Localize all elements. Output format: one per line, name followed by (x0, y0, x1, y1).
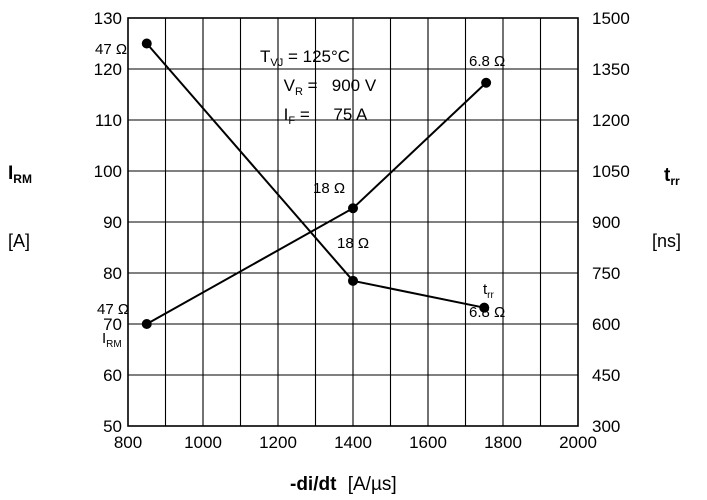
x-axis-label: -di/dt [A/µs] (290, 474, 397, 495)
left-tick-label: 110 (95, 111, 122, 130)
left-tick-label: 130 (94, 9, 122, 28)
x-tick-label: 1000 (184, 433, 222, 452)
irm-data-point (348, 203, 358, 214)
x-tick-labels: 800 1000 1200 1400 1600 1800 2000 (114, 433, 597, 452)
trr-data-point (141, 38, 152, 49)
x-tick-label: 2000 (559, 433, 597, 452)
right-axis-label: trr (664, 165, 680, 188)
condition-tvj: TVJ = 125°C (260, 47, 350, 69)
irm-series-tag: IRM (102, 330, 122, 350)
right-tick-label: 450 (592, 366, 620, 385)
condition-vr: VR = 900 V (260, 76, 390, 98)
right-tick-label: 1050 (592, 162, 630, 181)
left-tick-labels: 50 60 70 80 90 100 110 120 130 (94, 9, 122, 436)
irm-label-6-8: 6.8 Ω (469, 53, 505, 70)
left-tick-label: 120 (94, 60, 122, 79)
right-tick-label: 750 (592, 264, 620, 283)
right-tick-labels: 300 450 600 750 900 1050 1200 1350 1500 (592, 9, 630, 436)
data-points (141, 38, 492, 329)
x-tick-label: 1800 (484, 433, 522, 452)
left-tick-label: 70 (103, 315, 122, 334)
irm-data-point (481, 77, 492, 88)
x-tick-label: 1200 (259, 433, 297, 452)
trr-data-point (479, 302, 490, 313)
plot-frame (127, 17, 579, 427)
irm-data-point (141, 319, 152, 329)
left-tick-label: 60 (103, 366, 122, 385)
x-tick-label: 800 (114, 433, 142, 452)
condition-if: IF = 75 A (260, 105, 381, 127)
right-tick-label: 1200 (592, 111, 630, 130)
left-axis-unit: [A] (8, 231, 30, 251)
grid (128, 18, 578, 426)
right-tick-label: 1500 (592, 9, 630, 28)
right-tick-label: 300 (592, 417, 620, 436)
right-tick-label: 600 (592, 315, 620, 334)
trr-label-47: 47 Ω (95, 41, 127, 58)
left-tick-label: 100 (94, 162, 122, 181)
x-tick-label: 1600 (409, 433, 447, 452)
right-axis-unit: [ns] (652, 231, 681, 251)
right-tick-label: 900 (592, 213, 620, 232)
left-tick-label: 50 (103, 417, 122, 436)
irm-label-18: 18 Ω (313, 180, 345, 197)
x-tick-label: 1400 (334, 433, 372, 452)
left-tick-label: 90 (103, 213, 122, 232)
trr-label-6-8: 6.8 Ω (469, 304, 505, 321)
trr-label-18: 18 Ω (337, 235, 369, 252)
trr-data-point (348, 275, 358, 286)
irm-label-47: 47 Ω (97, 301, 129, 318)
left-tick-label: 80 (103, 264, 122, 283)
trr-series-tag: trr (483, 281, 495, 301)
left-axis-label: IRM (8, 163, 32, 186)
right-tick-label: 1350 (592, 60, 630, 79)
